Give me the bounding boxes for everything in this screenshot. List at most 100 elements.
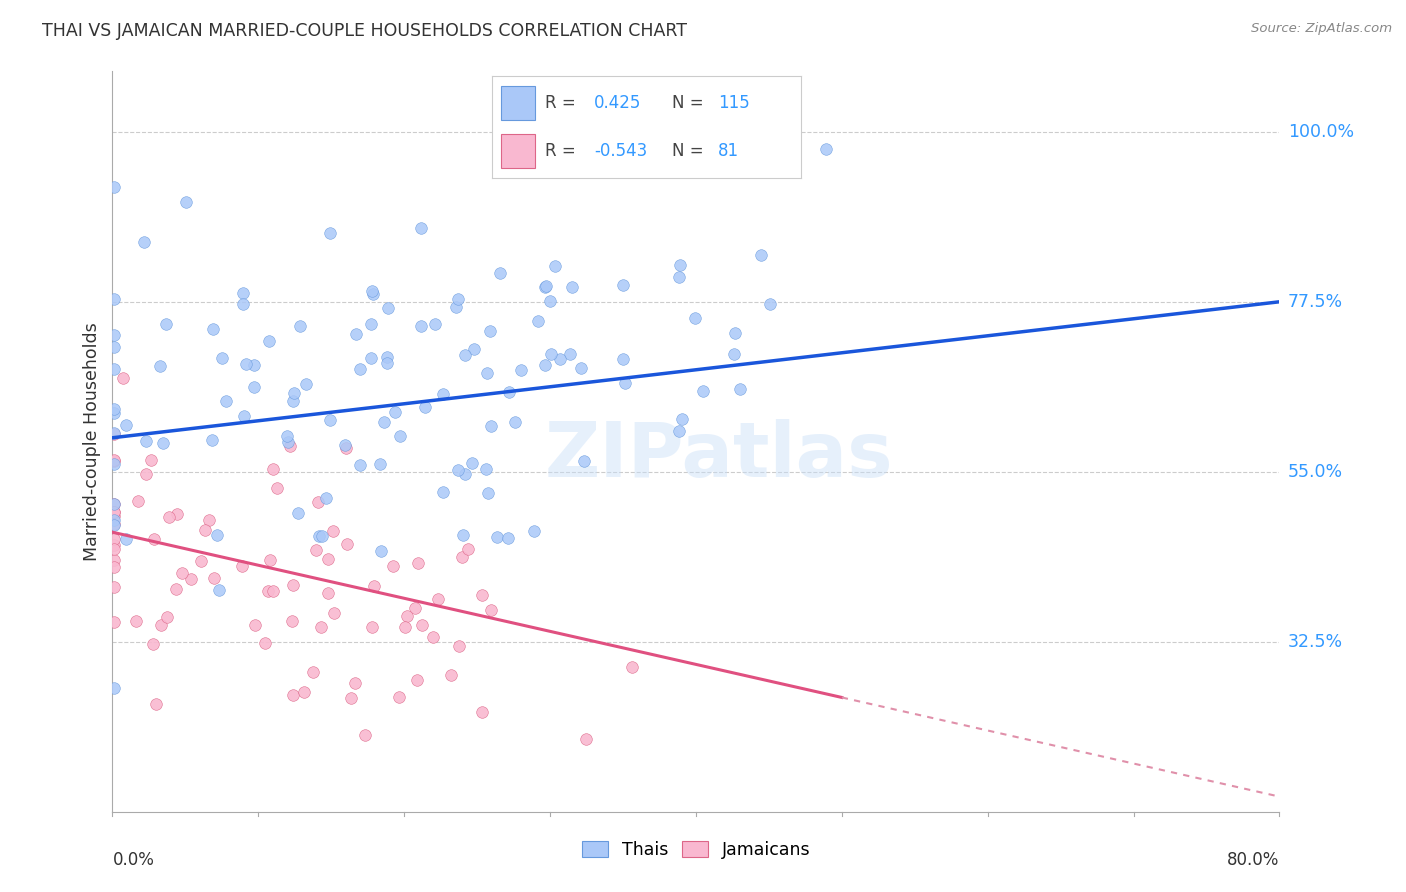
Point [103,516,125,531]
Point [457,542,479,557]
Point [155,318,177,332]
Point [360,351,382,366]
Point [308,529,330,543]
Point [404,601,426,615]
Bar [502,87,536,120]
Point [471,588,494,602]
Point [340,690,363,705]
Point [311,529,333,543]
Point [302,665,325,679]
Point [534,278,557,293]
Point [534,280,557,294]
Point [523,524,546,538]
Point [349,361,371,376]
Point [309,619,332,633]
Point [669,258,692,272]
Point [103,533,125,547]
Point [103,497,125,511]
Point [454,467,477,481]
Point [157,510,180,524]
Point [394,620,416,634]
Point [382,558,405,573]
Point [280,615,302,629]
Point [685,311,707,326]
Point [149,618,172,632]
Point [103,681,125,695]
Point [288,319,311,334]
Point [477,366,499,380]
Point [406,673,429,688]
Y-axis label: Married-couple Households: Married-couple Households [83,322,101,561]
Point [256,584,278,599]
Point [498,384,520,399]
Point [111,371,134,385]
Point [103,505,125,519]
Text: R =: R = [544,94,581,112]
Point [149,359,172,373]
Point [215,394,238,409]
Point [127,493,149,508]
Point [361,284,384,298]
Point [425,317,447,331]
Point [439,668,461,682]
Point [749,248,772,262]
Point [361,287,384,301]
Point [259,553,281,567]
Point [384,405,406,419]
Point [510,363,533,377]
Text: N =: N = [672,142,709,161]
Point [142,637,165,651]
Point [165,582,187,597]
Point [204,571,226,585]
Point [388,429,411,443]
Point [283,385,305,400]
Point [103,508,125,523]
Point [375,350,398,364]
Text: N =: N = [672,94,709,112]
Bar [502,135,536,168]
Point [103,339,125,353]
Point [103,292,125,306]
Point [444,300,467,314]
Point [409,221,432,235]
Point [461,456,484,470]
Point [479,324,502,338]
Point [172,566,194,581]
Point [353,728,375,742]
Point [166,507,188,521]
Point [479,603,502,617]
Point [152,436,174,450]
Text: 100.0%: 100.0% [1288,123,1354,141]
Point [612,277,634,292]
Point [287,507,309,521]
Point [103,505,125,519]
Point [449,639,471,653]
Point [406,556,429,570]
Point [242,359,264,373]
Point [259,334,281,349]
Point [368,457,391,471]
Point [451,549,474,564]
Point [361,620,384,634]
Text: 0.0%: 0.0% [112,851,155,869]
Point [103,580,125,594]
Point [561,279,583,293]
Point [477,485,499,500]
Point [103,402,125,417]
Point [319,226,342,240]
Point [208,583,231,598]
Point [377,301,399,315]
Point [156,609,179,624]
Point [198,513,221,527]
Point [103,615,125,629]
Point [103,553,125,567]
Point [322,524,344,538]
Point [103,425,125,440]
Point [344,326,367,341]
Point [243,618,266,632]
Point [132,235,155,250]
Point [569,361,592,376]
Point [211,351,233,366]
Point [142,532,165,546]
Point [103,497,125,511]
